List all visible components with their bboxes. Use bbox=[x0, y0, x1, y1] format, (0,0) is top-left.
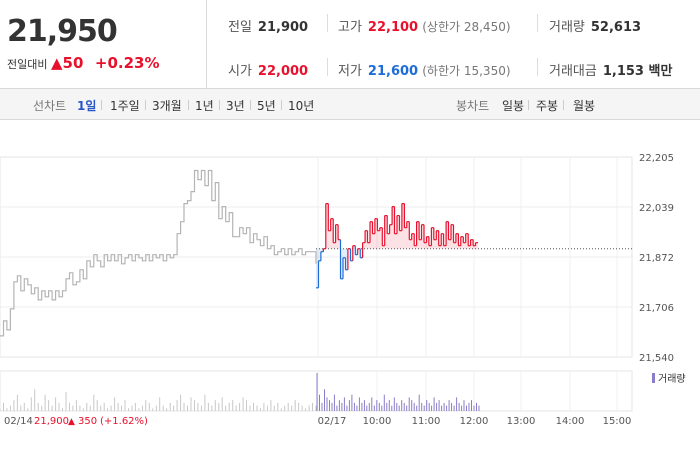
price-chart: 22,205 22,039 21,872 21,706 21,540 거래량 02/17… bbox=[0, 120, 700, 450]
y-tick-label: 22,205 bbox=[639, 153, 674, 164]
stat-high: 고가 22,100 (상한가 28,450) bbox=[338, 20, 511, 35]
tab-1d[interactable]: 1일 bbox=[77, 99, 97, 113]
previous-day-line bbox=[0, 169, 317, 337]
candle-chart-label: 봉차트 bbox=[456, 99, 490, 113]
tab-3m[interactable]: 3개월 bbox=[152, 99, 182, 113]
y-axis-labels: 22,205 22,039 21,872 21,706 21,540 bbox=[639, 153, 674, 364]
chart-period-tabs: 선차트 1일 1주일 3개월 1년 3년 5년 10년 봉차트 일봉 주봉 월봉 bbox=[0, 89, 700, 120]
stat-amount: 거래대금 1,153 백만 bbox=[549, 64, 673, 79]
price-box: 21,950 전일대비 ▲50 +0.23% bbox=[0, 0, 207, 88]
y-tick-label: 21,706 bbox=[639, 303, 674, 314]
y-tick-label: 22,039 bbox=[639, 203, 674, 214]
up-arrow-icon: ▲ bbox=[50, 54, 63, 72]
x-axis-labels: 02/17 10:00 11:00 12:00 13:00 14:00 15:00 bbox=[318, 416, 632, 427]
tab-weekly[interactable]: 주봉 bbox=[536, 99, 559, 113]
change-label: 전일대비 bbox=[7, 58, 48, 71]
footer-price: 21,900 bbox=[34, 416, 69, 427]
tab-daily[interactable]: 일봉 bbox=[502, 99, 525, 113]
line-chart-label: 선차트 bbox=[33, 99, 67, 113]
tab-10y[interactable]: 10년 bbox=[288, 99, 315, 113]
change-percent: +0.23% bbox=[94, 54, 160, 72]
footer-date: 02/14 bbox=[4, 416, 33, 427]
x-tick-label: 15:00 bbox=[603, 416, 632, 427]
tab-1w[interactable]: 1주일 bbox=[110, 99, 140, 113]
x-tick-label: 10:00 bbox=[363, 416, 392, 427]
today-line bbox=[316, 202, 478, 289]
volume-bars bbox=[0, 373, 480, 411]
up-area-fill bbox=[323, 203, 478, 249]
x-tick-label: 11:00 bbox=[412, 416, 441, 427]
tab-monthly[interactable]: 월봉 bbox=[573, 99, 596, 113]
price-change: 전일대비 ▲50 +0.23% bbox=[7, 54, 160, 72]
y-tick-label: 21,540 bbox=[639, 353, 674, 364]
y-tick-label: 21,872 bbox=[639, 253, 674, 264]
x-tick-label: 12:00 bbox=[460, 416, 489, 427]
tab-3y[interactable]: 3년 bbox=[226, 99, 245, 113]
stat-prev-close: 전일 21,900 bbox=[228, 20, 309, 35]
tab-5y[interactable]: 5년 bbox=[257, 99, 276, 113]
footer-change-pct: (+1.62%) bbox=[100, 416, 148, 427]
footer-up-arrow-icon: ▲ bbox=[68, 417, 75, 427]
volume-legend: 거래량 bbox=[658, 373, 686, 385]
quote-header: 21,950 전일대비 ▲50 +0.23% 전일 21,900 고가 22,100… bbox=[0, 0, 700, 89]
x-tick-label: 13:00 bbox=[507, 416, 536, 427]
tab-1y[interactable]: 1년 bbox=[195, 99, 214, 113]
stat-volume: 거래량 52,613 bbox=[549, 20, 642, 35]
change-value: 50 bbox=[62, 54, 84, 72]
footer-change: 350 bbox=[78, 416, 97, 427]
stat-open: 시가 22,000 bbox=[228, 64, 309, 79]
current-price: 21,950 bbox=[7, 14, 118, 49]
volume-legend-swatch bbox=[652, 373, 655, 383]
stat-low: 저가 21,600 (하한가 15,350) bbox=[338, 64, 511, 79]
stats-panel: 전일 21,900 고가 22,100 (상한가 28,450) 거래량 52,613… bbox=[207, 0, 700, 88]
x-tick-label: 14:00 bbox=[556, 416, 585, 427]
x-tick-label: 02/17 bbox=[318, 416, 347, 427]
